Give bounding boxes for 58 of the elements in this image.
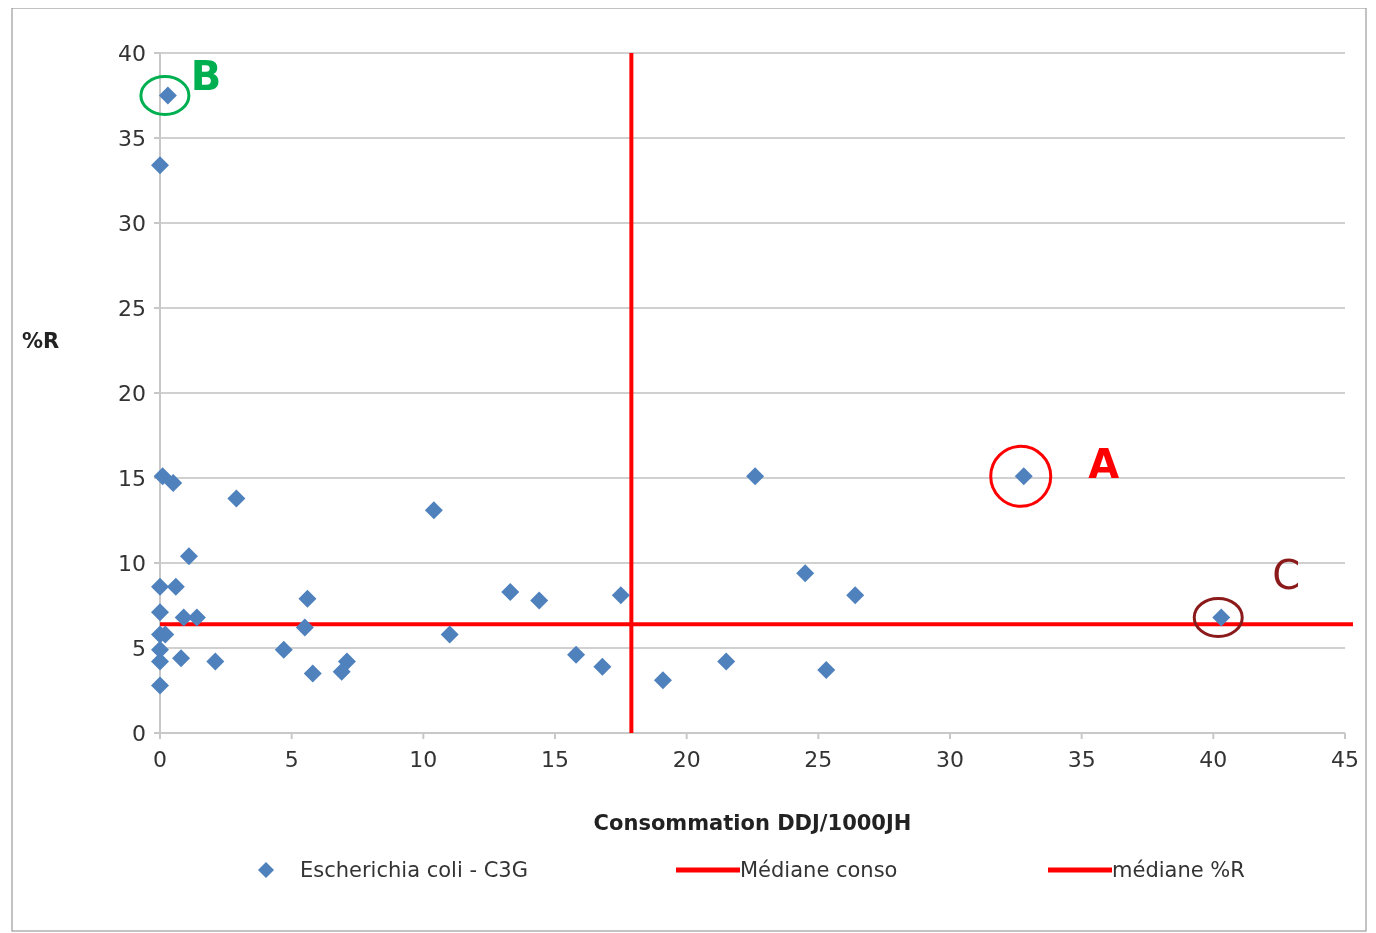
- x-tick-label: 25: [804, 747, 833, 772]
- point: [303, 664, 322, 683]
- x-tick-label: 5: [284, 747, 299, 772]
- point: [440, 625, 459, 644]
- y-tick-label: 35: [118, 125, 146, 151]
- point: [172, 649, 191, 668]
- point: [337, 652, 356, 671]
- y-tick-label: 25: [118, 295, 146, 321]
- point: [164, 474, 183, 493]
- y-tick-label: 5: [132, 635, 146, 661]
- point: [717, 652, 736, 671]
- annotation: A: [1088, 441, 1120, 488]
- point: [179, 547, 198, 566]
- x-tick-label: 45: [1331, 747, 1359, 772]
- point: [530, 591, 549, 610]
- point: [274, 640, 293, 659]
- point: [151, 603, 169, 622]
- y-tick-label: 20: [118, 380, 146, 406]
- point: [174, 608, 193, 627]
- x-tick-label: 30: [936, 747, 964, 772]
- y-tick-label: 15: [118, 465, 146, 491]
- legend-label: Médiane conso: [740, 858, 898, 883]
- point: [153, 467, 172, 486]
- x-tick-label: 35: [1067, 747, 1096, 772]
- point: [298, 589, 317, 608]
- y-axis-title: %R: [22, 329, 60, 353]
- point: [166, 577, 185, 596]
- point: [796, 564, 815, 583]
- legend-label: Escherichia coli - C3G: [300, 858, 528, 883]
- point: [817, 661, 836, 680]
- y-tick-label: 10: [118, 550, 146, 576]
- point: [151, 577, 169, 596]
- annotation: B: [190, 52, 222, 99]
- point: [332, 662, 351, 681]
- point: [295, 618, 314, 637]
- y-tick-label: 0: [132, 720, 146, 746]
- y-tick-label: 40: [118, 40, 146, 66]
- point: [424, 501, 443, 520]
- point: [611, 586, 630, 605]
- point: [846, 586, 865, 605]
- point: [151, 676, 169, 695]
- x-tick-label: 40: [1199, 747, 1228, 772]
- point: [653, 671, 672, 690]
- x-tick-label: 20: [672, 747, 701, 772]
- point: [151, 156, 169, 175]
- x-tick-label: 10: [409, 747, 438, 772]
- point: [227, 489, 246, 508]
- y-tick-label: 30: [118, 210, 146, 236]
- point: [567, 645, 586, 664]
- point: [501, 582, 520, 601]
- annotation: C: [1272, 552, 1301, 599]
- point: [746, 467, 765, 486]
- x-tick-label: 15: [541, 747, 569, 772]
- point: [593, 657, 612, 676]
- point: [206, 652, 225, 671]
- x-axis-title: Consommation DDJ/1000JH: [593, 811, 912, 835]
- x-tick-label: 0: [153, 747, 167, 772]
- legend-label: médiane %R: [1112, 858, 1245, 883]
